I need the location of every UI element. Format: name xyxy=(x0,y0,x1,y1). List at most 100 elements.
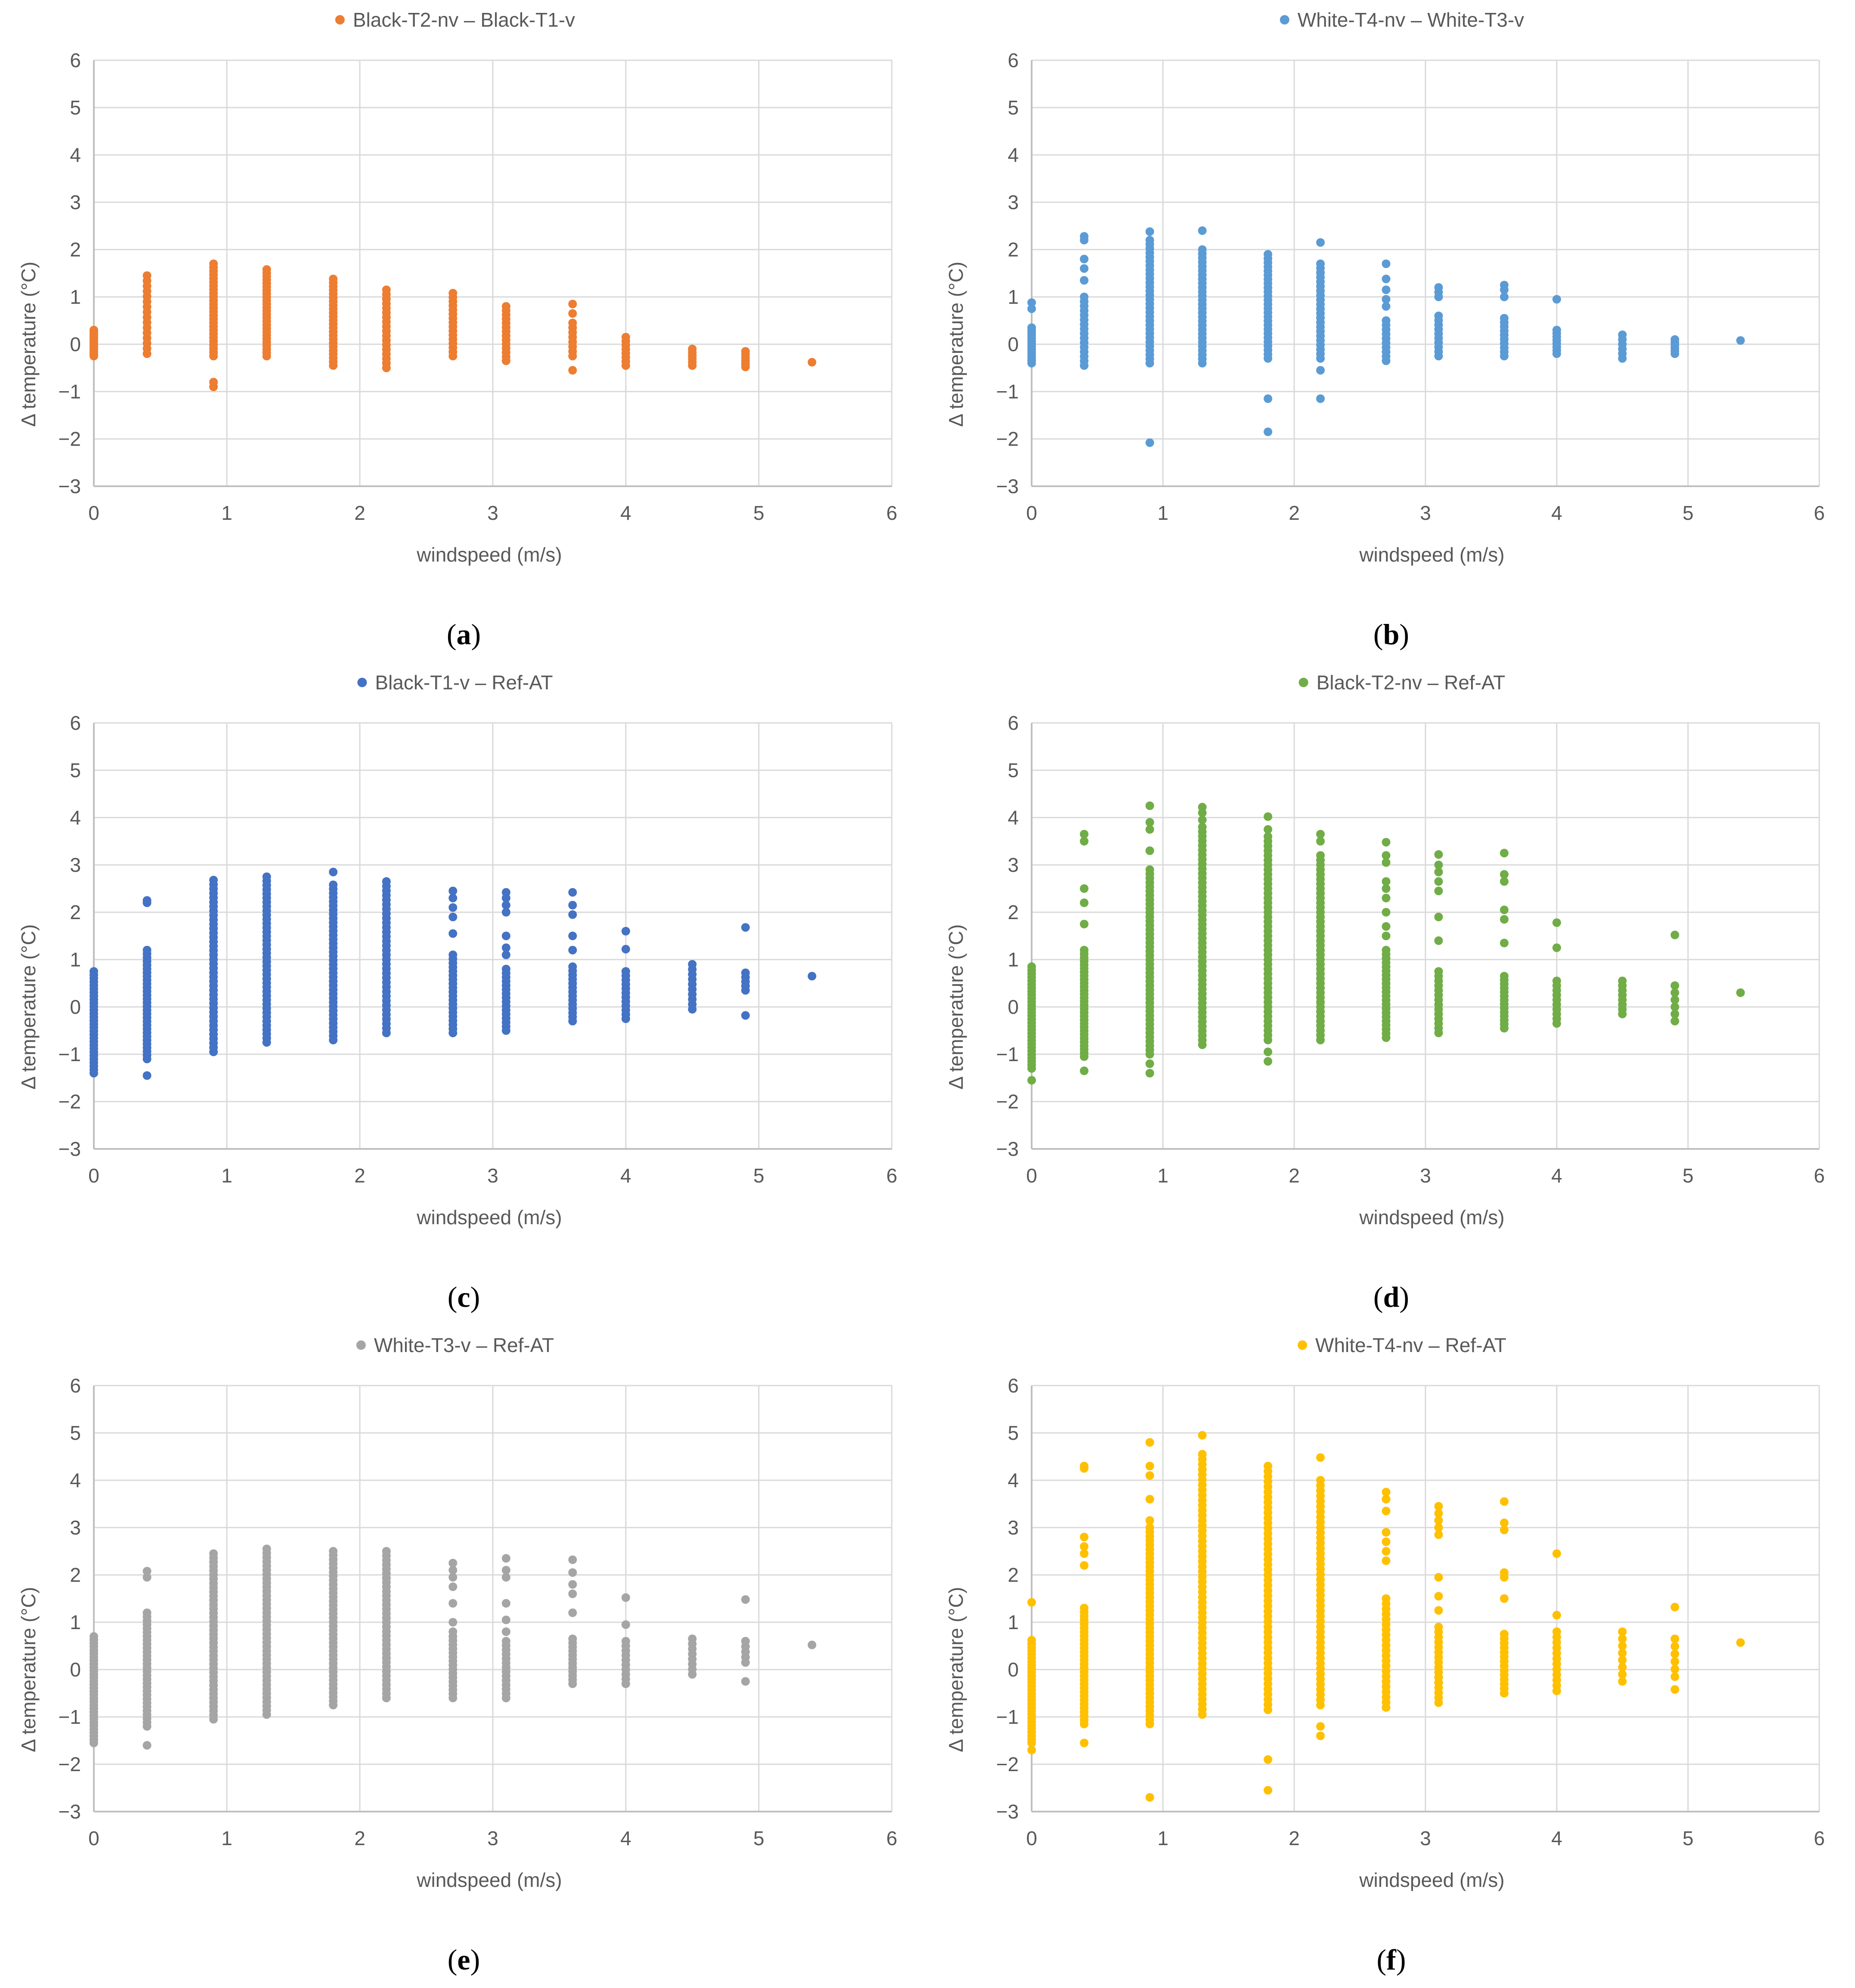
legend-marker xyxy=(1280,15,1289,25)
chart-title: White-T4-nv – Ref-AT xyxy=(1315,1334,1506,1356)
x-tick-label: 5 xyxy=(753,1164,764,1187)
y-tick-label: 5 xyxy=(1008,759,1019,781)
y-tick-label: −1 xyxy=(996,380,1019,403)
data-point xyxy=(1552,295,1561,304)
data-point xyxy=(741,1595,750,1604)
data-point xyxy=(1434,1523,1443,1532)
data-point xyxy=(1145,1069,1154,1077)
data-point xyxy=(568,1580,577,1589)
data-point xyxy=(1500,1594,1509,1603)
data-point xyxy=(1434,967,1443,976)
y-tick-label: −3 xyxy=(59,1138,81,1160)
data-point xyxy=(1500,877,1509,886)
x-tick-label: 4 xyxy=(1551,502,1562,524)
data-point xyxy=(1198,809,1207,817)
data-point xyxy=(1670,1602,1679,1611)
data-point xyxy=(807,358,816,367)
y-tick-label: −3 xyxy=(59,1800,81,1823)
data-point xyxy=(1382,1556,1391,1565)
data-point xyxy=(1618,1634,1627,1643)
y-axis-label: Δ temperature (°C) xyxy=(17,262,40,427)
data-point xyxy=(1552,1549,1561,1558)
data-point xyxy=(142,1567,151,1576)
data-point xyxy=(1552,918,1561,927)
data-point xyxy=(1145,1059,1154,1068)
data-point xyxy=(1382,1506,1391,1516)
data-point xyxy=(1382,1488,1391,1497)
x-axis-label: windspeed (m/s) xyxy=(416,543,562,566)
data-point xyxy=(1080,1738,1088,1747)
x-tick-label: 0 xyxy=(1026,1827,1037,1849)
x-axis-label: windspeed (m/s) xyxy=(416,1206,562,1229)
data-point xyxy=(1500,1573,1509,1582)
data-point xyxy=(1670,335,1679,344)
data-point xyxy=(741,1677,750,1686)
data-point xyxy=(1080,898,1088,907)
data-point xyxy=(501,1554,510,1563)
y-tick-label: 2 xyxy=(1008,901,1019,923)
x-axis-label: windspeed (m/s) xyxy=(1359,1206,1504,1229)
data-point xyxy=(1434,936,1443,945)
chart-panel-b: White-T4-nv – White-T3-v windspeed (m/s)… xyxy=(928,0,1855,663)
data-point xyxy=(1264,250,1272,259)
data-point xyxy=(1736,1638,1745,1647)
data-point xyxy=(1145,1462,1154,1470)
x-tick-label: 4 xyxy=(1551,1164,1562,1187)
y-tick-label: 2 xyxy=(1008,1564,1019,1586)
data-point xyxy=(1500,905,1509,914)
y-axis-label: Δ temperature (°C) xyxy=(945,262,967,427)
data-point xyxy=(1264,394,1272,403)
data-point xyxy=(1500,293,1509,301)
data-point xyxy=(1500,972,1509,981)
data-points xyxy=(1027,801,1745,1085)
data-point xyxy=(1080,1464,1088,1473)
data-point xyxy=(1382,275,1391,284)
data-point xyxy=(621,945,630,954)
data-point xyxy=(1618,1648,1627,1658)
data-point xyxy=(448,1573,458,1582)
data-point xyxy=(1316,830,1325,839)
x-tick-label: 1 xyxy=(1157,1164,1169,1187)
data-point xyxy=(1670,1003,1679,1011)
data-point xyxy=(1145,846,1154,855)
y-axis-label: Δ temperature (°C) xyxy=(945,1587,967,1752)
y-tick-label: 0 xyxy=(70,333,81,355)
data-point xyxy=(1080,830,1088,839)
data-point xyxy=(1670,1657,1679,1666)
y-tick-label: 0 xyxy=(1008,996,1019,1018)
y-tick-label: 6 xyxy=(1008,712,1019,734)
x-tick-label: 4 xyxy=(1551,1827,1562,1849)
data-point xyxy=(568,1608,577,1617)
data-point xyxy=(1618,1670,1627,1679)
panel-caption: (a) xyxy=(446,618,481,651)
x-tick-label: 2 xyxy=(1289,502,1300,524)
data-point xyxy=(382,285,391,294)
data-point xyxy=(1500,1519,1509,1527)
data-point xyxy=(1080,946,1088,954)
x-tick-label: 3 xyxy=(1420,1164,1431,1187)
data-point xyxy=(1264,832,1272,841)
data-point xyxy=(501,894,510,902)
x-tick-label: 0 xyxy=(88,502,99,524)
data-point xyxy=(1264,825,1272,834)
data-point xyxy=(1382,922,1391,931)
data-point xyxy=(1618,1656,1627,1664)
data-point xyxy=(1264,812,1272,821)
data-point xyxy=(1434,850,1443,859)
data-point xyxy=(448,1599,458,1608)
y-tick-label: 4 xyxy=(70,144,81,166)
data-point xyxy=(1080,1542,1088,1551)
data-point xyxy=(621,1593,630,1602)
data-point xyxy=(1145,865,1154,874)
data-point xyxy=(448,913,458,921)
data-point xyxy=(1264,1786,1272,1795)
data-point xyxy=(1500,849,1509,858)
data-point xyxy=(501,1573,510,1582)
y-tick-label: −2 xyxy=(996,428,1019,450)
y-tick-label: 4 xyxy=(1008,806,1019,829)
data-point xyxy=(688,960,697,969)
data-point xyxy=(1670,1664,1679,1673)
data-point xyxy=(1670,1685,1679,1694)
x-axis-label: windspeed (m/s) xyxy=(1359,1869,1504,1891)
data-point xyxy=(1145,1523,1154,1532)
